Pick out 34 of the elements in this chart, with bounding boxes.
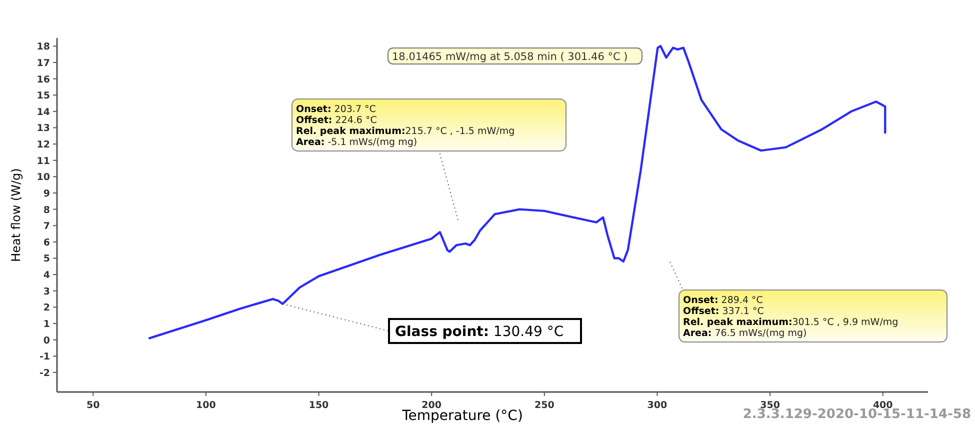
y-tick-label: 1 — [43, 318, 50, 330]
x-axis-title: Temperature (°C) — [401, 408, 523, 424]
y-tick-label: 7 — [43, 221, 50, 232]
x-tick-label: 100 — [196, 400, 216, 411]
y-tick-label: 14 — [36, 106, 50, 118]
y-tick-label: 5 — [43, 254, 50, 265]
y-tick-label: 4 — [43, 270, 50, 282]
y-tick-label: 10 — [36, 172, 50, 184]
y-tick-label: -2 — [39, 368, 50, 379]
y-tick-label: 3 — [43, 286, 50, 298]
y-tick-label: 11 — [36, 156, 50, 167]
y-tick-label: -1 — [39, 352, 50, 363]
x-tick-label: 150 — [308, 400, 330, 411]
annotation: Glass point: 130.49 °C — [395, 324, 564, 340]
y-tick-label: 9 — [43, 188, 50, 200]
y-tick-label: 8 — [43, 204, 50, 216]
y-axis-title: Heat flow (W/g) — [9, 168, 23, 262]
y-tick-label: 16 — [36, 74, 50, 86]
y-tick-label: 12 — [36, 140, 50, 151]
x-tick-label: 50 — [86, 400, 100, 411]
annotation: 18.01465 mW/mg at 5.058 min ( 301.46 °C ) — [392, 51, 628, 63]
text: 2.3.3.129-2020-10-15-11-14-58 — [742, 407, 971, 422]
x-tick-label: 200 — [422, 400, 442, 411]
y-tick-label: 13 — [36, 123, 50, 134]
text: Onset: 289.4 °C Offset: 337.1 °C Rel. peak maximum:301.5 °C , 9.9 mW/mg Area: 76.5 mWs/(mg mg) — [683, 295, 898, 339]
y-tick-label: 6 — [43, 237, 50, 248]
x-tick-label: 250 — [534, 400, 555, 411]
text: Onset: 203.7 °C Offset: 224.6 °C Rel. peak maximum:215.7 °C , -1.5 mW/mg Area: -5.1 mWs/(mg mg) — [296, 104, 515, 148]
y-tick-label: 0 — [43, 335, 50, 346]
y-tick-label: 15 — [36, 90, 50, 102]
y-tick-label: 2 — [43, 302, 50, 314]
y-tick-label: 17 — [36, 58, 50, 69]
y-tick-label: 18 — [36, 42, 50, 53]
x-tick-label: 300 — [647, 400, 668, 411]
